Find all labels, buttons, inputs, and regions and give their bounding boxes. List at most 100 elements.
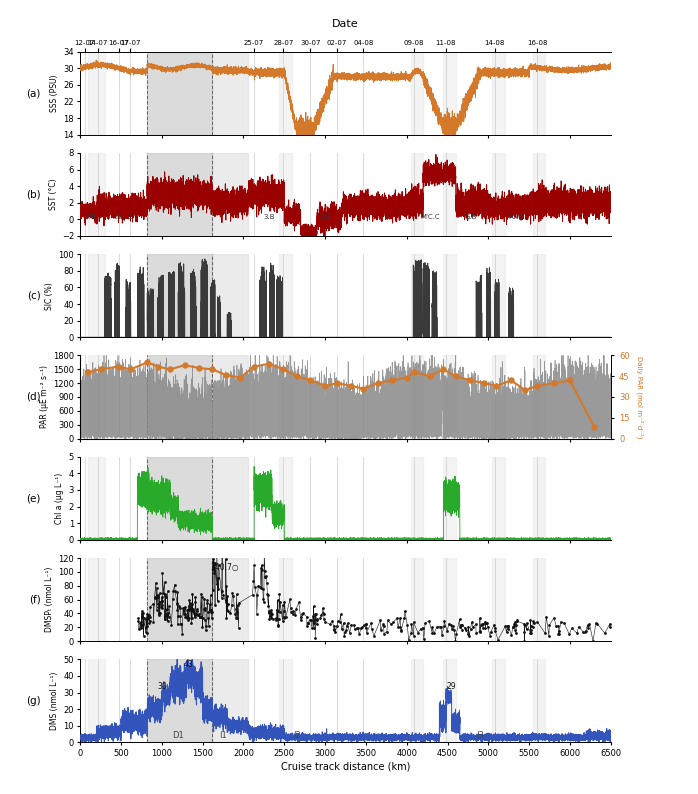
- Point: [525, 614, 536, 626]
- Point: [519, 626, 530, 638]
- Point: [161, 609, 172, 622]
- Point: [154, 607, 165, 619]
- Point: [339, 630, 350, 642]
- Point: [438, 615, 450, 627]
- Point: [232, 606, 243, 619]
- Point: [482, 620, 493, 633]
- Point: [553, 628, 564, 641]
- Point: [317, 602, 328, 615]
- Point: [157, 567, 168, 580]
- Point: [160, 591, 171, 603]
- Point: [361, 617, 372, 630]
- Point: [360, 618, 371, 630]
- Point: [366, 616, 377, 629]
- Point: [312, 614, 323, 626]
- Point: [138, 617, 149, 630]
- Point: [200, 624, 211, 637]
- Y-axis label: SST (°C): SST (°C): [49, 179, 58, 210]
- Point: [509, 615, 520, 628]
- Point: [207, 556, 218, 569]
- Point: [274, 605, 285, 618]
- Point: [375, 614, 386, 626]
- Point: [270, 612, 281, 625]
- Point: [392, 621, 403, 634]
- Point: [285, 602, 296, 615]
- Point: [415, 622, 426, 635]
- Point: [477, 618, 488, 630]
- Point: [227, 587, 238, 599]
- Bar: [443, 558, 456, 641]
- Point: [197, 621, 208, 634]
- Point: [251, 607, 262, 620]
- Point: [369, 630, 380, 642]
- Point: [162, 584, 173, 597]
- Point: [332, 615, 343, 628]
- Text: N.L.S: N.L.S: [115, 214, 133, 219]
- Bar: [147, 52, 212, 135]
- Point: [308, 616, 319, 629]
- Point: [181, 603, 193, 616]
- Point: [278, 611, 289, 624]
- Point: [213, 583, 224, 596]
- Bar: [443, 254, 456, 337]
- Point: [184, 612, 195, 625]
- Point: [360, 622, 371, 634]
- Point: [466, 616, 477, 629]
- Point: [150, 576, 161, 589]
- Bar: [147, 659, 212, 742]
- Point: [175, 617, 186, 630]
- Point: [566, 622, 577, 634]
- Bar: [492, 254, 505, 337]
- Point: [160, 608, 171, 621]
- Point: [395, 621, 406, 634]
- Point: [604, 618, 616, 630]
- Point: [525, 626, 536, 639]
- Point: [183, 599, 194, 612]
- Point: [338, 616, 349, 629]
- Point: [144, 611, 155, 624]
- Point: [186, 616, 197, 629]
- Text: 29: 29: [447, 682, 456, 691]
- Point: [395, 611, 406, 624]
- Point: [156, 599, 167, 611]
- Point: [474, 625, 485, 638]
- Bar: [212, 356, 248, 438]
- Point: [200, 603, 211, 616]
- Text: G.B: G.B: [464, 214, 477, 219]
- Text: 43: 43: [184, 661, 193, 669]
- Point: [463, 627, 474, 640]
- Point: [197, 590, 208, 603]
- Point: [553, 619, 564, 632]
- Point: [465, 622, 476, 635]
- Point: [426, 621, 438, 634]
- Point: [543, 630, 554, 642]
- Point: [189, 609, 200, 622]
- Point: [218, 588, 229, 601]
- Point: [278, 611, 289, 624]
- Text: 3.B: 3.B: [263, 214, 274, 219]
- Point: [188, 602, 199, 615]
- Point: [350, 623, 361, 636]
- Point: [178, 608, 189, 621]
- Bar: [279, 52, 292, 135]
- Text: I1: I1: [219, 731, 227, 740]
- Point: [503, 619, 514, 632]
- Point: [480, 622, 491, 634]
- Point: [507, 621, 518, 634]
- Text: D1: D1: [172, 731, 184, 740]
- Point: [191, 608, 202, 621]
- Point: [399, 611, 410, 624]
- Point: [351, 622, 362, 634]
- Point: [396, 624, 407, 637]
- Point: [151, 581, 163, 594]
- Y-axis label: Daily PAR (mol m⁻² d⁻¹): Daily PAR (mol m⁻² d⁻¹): [636, 356, 644, 438]
- Point: [558, 617, 570, 630]
- Point: [417, 621, 429, 634]
- Point: [477, 622, 489, 634]
- Point: [382, 614, 393, 626]
- Point: [556, 616, 567, 629]
- Point: [228, 590, 239, 603]
- Point: [525, 626, 536, 639]
- Point: [434, 620, 445, 633]
- Text: F.B: F.B: [87, 214, 96, 219]
